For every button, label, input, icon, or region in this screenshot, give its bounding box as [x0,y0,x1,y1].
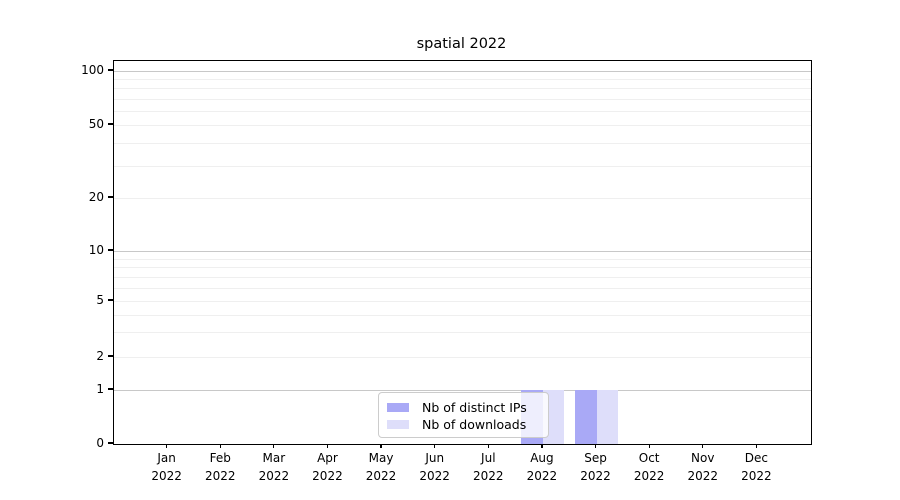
y-tick-label-0: 0 [96,436,104,450]
y-tick-20 [108,196,113,198]
y-tick-10 [108,249,113,251]
gridline-major-1 [114,390,811,392]
gridline-minor-80 [114,88,811,90]
plot-area: Nb of distinct IPs Nb of downloads [113,60,812,445]
y-tick-label-2: 2 [96,349,104,363]
gridline-minor-6 [114,287,811,289]
gridline-minor-4 [114,314,811,316]
gridline-minor-20 [114,198,811,199]
x-tick-label-oct-2022: Oct 2022 [633,451,665,483]
y-tick-label-20: 20 [88,190,104,204]
x-tick-dec-2022 [755,444,757,448]
y-tick-50 [108,123,113,125]
gridline-minor-5 [114,301,811,302]
x-tick-jul-2022 [487,444,489,448]
legend-item-distinct-ips: Nb of distinct IPs [387,399,540,415]
legend-swatch-downloads [387,419,409,429]
x-tick-label-nov-2022: Nov 2022 [687,451,719,483]
legend-swatch-distinct-ips [387,402,409,412]
y-tick-label-5: 5 [96,293,104,307]
x-tick-mar-2022 [273,444,275,448]
gridline-minor-2 [114,357,811,358]
x-tick-label-jul-2022: Jul 2022 [473,451,504,483]
y-tick-label-10: 10 [88,243,104,257]
gridline-major-10 [114,251,811,253]
x-tick-label-feb-2022: Feb 2022 [204,451,236,483]
x-tick-label-sep-2022: Sep 2022 [580,451,611,483]
gridline-minor-30 [114,165,811,167]
x-tick-label-dec-2022: Dec 2022 [741,451,772,483]
x-tick-label-may-2022: May 2022 [365,451,397,483]
bar-nb-of-distinct-ips-sep-2022 [575,390,597,444]
y-tick-1 [108,388,113,390]
y-tick-0 [108,442,113,444]
legend: Nb of distinct IPs Nb of downloads [378,392,549,438]
y-tick-label-1: 1 [96,382,104,396]
x-tick-aug-2022 [541,444,543,448]
x-tick-nov-2022 [702,444,704,448]
gridline-minor-9 [114,258,811,260]
x-tick-feb-2022 [219,444,221,448]
gridline-minor-50 [114,125,811,126]
legend-label-distinct-ips: Nb of distinct IPs [422,399,527,415]
x-tick-label-mar-2022: Mar 2022 [258,451,290,483]
y-tick-2 [108,355,113,357]
x-tick-may-2022 [380,444,382,448]
x-tick-sep-2022 [594,444,597,448]
bar-nb-of-downloads-sep-2022 [596,390,618,444]
y-tick-5 [108,299,113,301]
y-tick-100 [108,69,113,71]
x-tick-jun-2022 [434,444,436,448]
x-tick-label-apr-2022: Apr 2022 [312,451,343,483]
x-tick-label-aug-2022: Aug 2022 [526,451,558,483]
gridline-minor-8 [114,267,811,269]
x-tick-apr-2022 [326,444,329,448]
gridline-minor-3 [114,332,811,334]
gridline-minor-90 [114,79,811,81]
x-tick-oct-2022 [648,444,650,448]
gridline-minor-70 [114,98,811,100]
gridline-minor-40 [114,142,811,144]
gridline-minor-60 [114,110,811,112]
y-tick-label-50: 50 [88,117,104,131]
gridline-minor-7 [114,276,811,278]
x-tick-label-jun-2022: Jun 2022 [419,451,450,483]
y-tick-label-100: 100 [81,63,104,77]
x-tick-jan-2022 [166,444,168,448]
x-tick-label-jan-2022: Jan 2022 [151,451,182,483]
legend-item-downloads: Nb of downloads [387,416,540,432]
legend-label-downloads: Nb of downloads [422,416,527,432]
gridline-major-100 [114,71,811,73]
chart-title: spatial 2022 [416,36,507,52]
